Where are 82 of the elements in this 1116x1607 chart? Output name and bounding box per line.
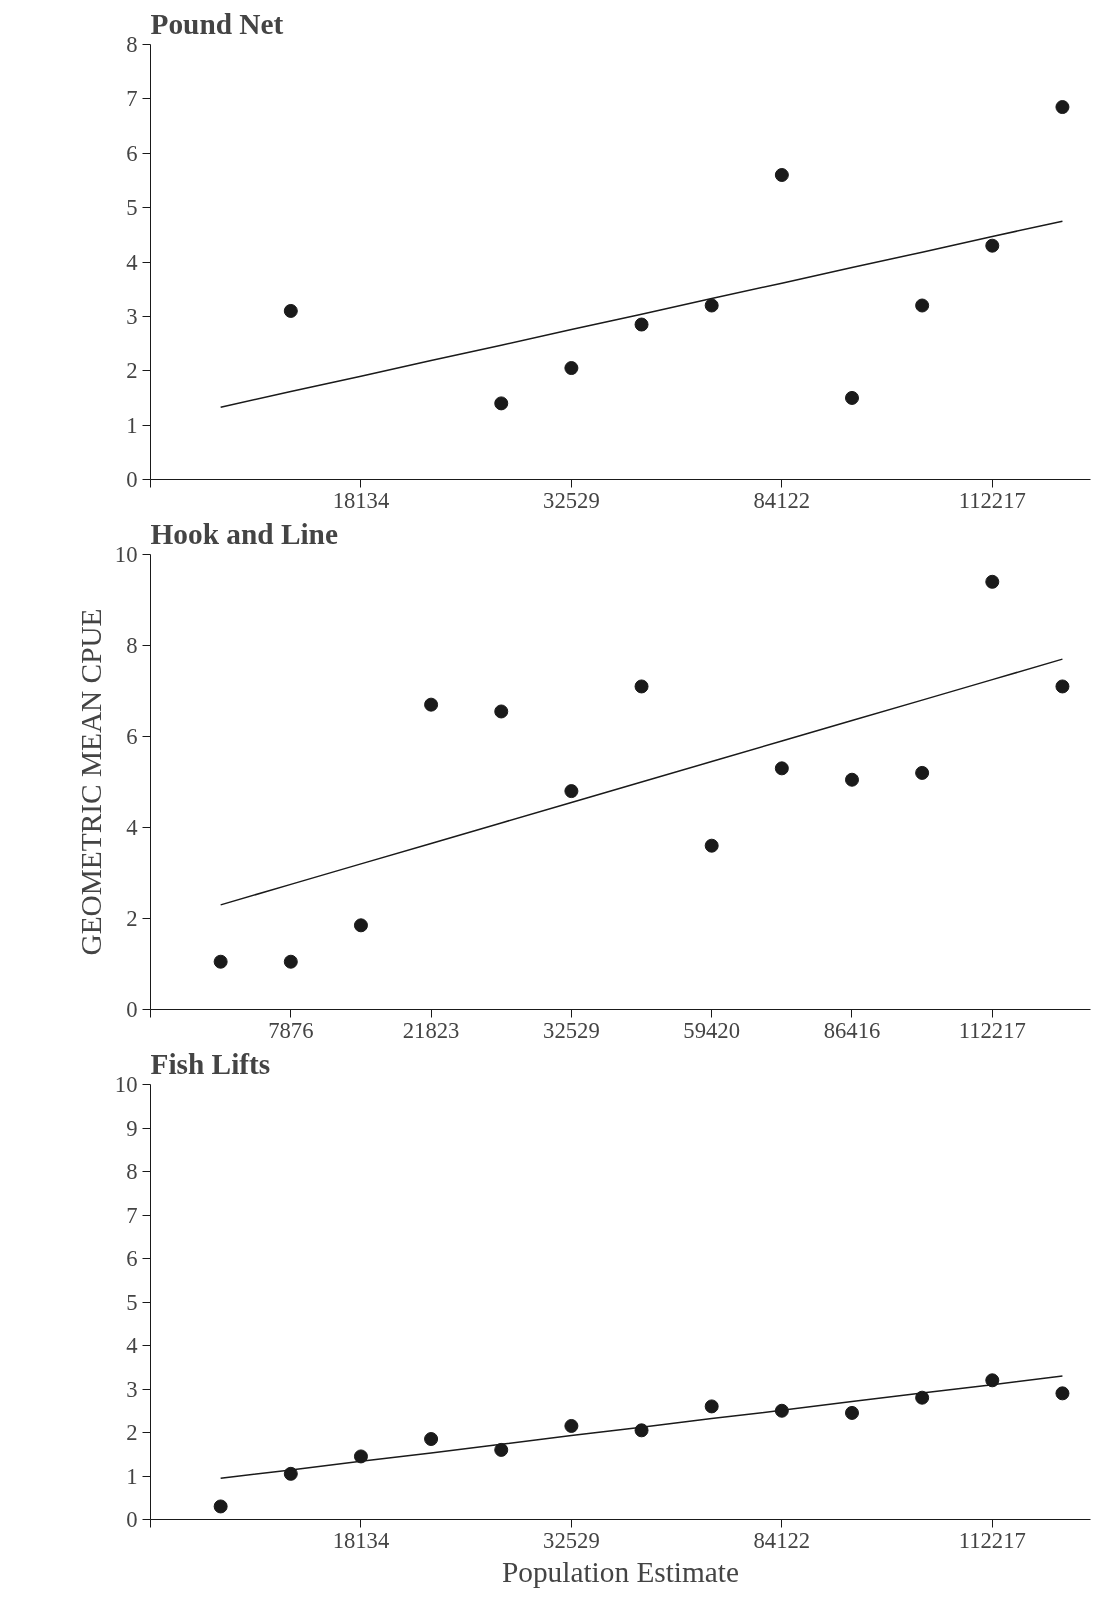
y-tick-label: 1 xyxy=(126,412,138,438)
point xyxy=(704,298,719,313)
y-tick-label: 4 xyxy=(126,249,138,275)
y-tick-label: 9 xyxy=(126,1115,138,1141)
y-tick-label: 8 xyxy=(126,1159,138,1184)
y-tick-label: 4 xyxy=(126,1333,138,1358)
point xyxy=(424,1432,439,1447)
point xyxy=(915,298,930,313)
chart-title: Fish Lifts xyxy=(150,1047,271,1080)
y-tick-label: 10 xyxy=(114,1072,138,1097)
y-tick-label: 6 xyxy=(126,724,138,749)
y-tick-label: 3 xyxy=(126,1376,138,1402)
y-tick-label: 2 xyxy=(126,1420,138,1445)
x-tick-label: 18134 xyxy=(332,1527,390,1553)
x-tick-label: 112217 xyxy=(958,1017,1026,1043)
x-tick-label: 86416 xyxy=(823,1017,881,1043)
y-tick-label: 0 xyxy=(126,997,138,1022)
point xyxy=(634,317,649,332)
point xyxy=(634,679,649,694)
x-tick-label: 59420 xyxy=(683,1017,741,1043)
x-tick-label: 18134 xyxy=(332,487,390,513)
chart-title: Hook and Line xyxy=(150,517,338,550)
point xyxy=(985,238,1000,253)
point xyxy=(213,1499,228,1514)
point xyxy=(985,574,1000,589)
point xyxy=(494,1442,509,1457)
point xyxy=(564,1418,579,1433)
point xyxy=(283,303,298,318)
y-tick-label: 2 xyxy=(126,358,138,384)
y-axis-title: GEOMETRIC MEAN CPUE xyxy=(74,608,107,956)
y-tick-label: 7 xyxy=(126,1202,138,1228)
y-tick-label: 0 xyxy=(126,1507,138,1532)
point xyxy=(564,361,579,376)
point xyxy=(424,697,439,712)
point xyxy=(494,704,509,719)
point xyxy=(985,1373,1000,1388)
y-tick-label: 7 xyxy=(126,86,138,112)
line-series xyxy=(219,220,1064,408)
point xyxy=(704,1399,719,1414)
line-series xyxy=(219,1375,1064,1479)
point xyxy=(353,1449,368,1464)
y-tick-label: 8 xyxy=(126,32,138,57)
y-tick-label: 3 xyxy=(126,303,138,329)
y-tick-label: 6 xyxy=(126,1246,138,1271)
point xyxy=(564,784,579,799)
x-tick-label: 7876 xyxy=(268,1017,314,1043)
line-series xyxy=(219,658,1064,906)
y-tick-label: 8 xyxy=(126,633,138,658)
point xyxy=(704,838,719,853)
point xyxy=(915,765,930,780)
chart-title: Pound Net xyxy=(150,7,284,40)
point xyxy=(283,954,298,969)
point xyxy=(1055,1386,1070,1401)
x-tick-label: 84122 xyxy=(753,1527,811,1553)
x-tick-label: 112217 xyxy=(958,1527,1026,1553)
y-tick-label: 0 xyxy=(126,467,138,492)
y-tick-label: 10 xyxy=(114,542,138,567)
x-tick-label: 21823 xyxy=(402,1017,460,1043)
point xyxy=(844,1405,859,1420)
y-tick-label: 4 xyxy=(126,815,138,840)
point xyxy=(213,954,228,969)
x-tick-label: 112217 xyxy=(958,487,1026,513)
point xyxy=(494,396,509,411)
y-tick-label: 2 xyxy=(126,906,138,931)
x-tick-label: 32529 xyxy=(543,487,600,513)
point xyxy=(283,1466,298,1481)
x-tick-label: 84122 xyxy=(753,487,811,513)
point xyxy=(774,761,789,776)
point xyxy=(1055,679,1070,694)
point xyxy=(844,772,859,787)
y-tick-label: 1 xyxy=(126,1463,138,1489)
x-axis-title: Population Estimate xyxy=(501,1555,740,1588)
point xyxy=(353,918,368,933)
x-tick-label: 32529 xyxy=(543,1017,600,1043)
point xyxy=(844,390,859,405)
point xyxy=(1055,100,1070,115)
x-tick-label: 32529 xyxy=(543,1527,600,1553)
y-tick-label: 5 xyxy=(126,195,138,221)
y-tick-label: 5 xyxy=(126,1289,138,1315)
point xyxy=(774,168,789,182)
point xyxy=(915,1390,930,1405)
y-tick-label: 6 xyxy=(126,140,138,166)
